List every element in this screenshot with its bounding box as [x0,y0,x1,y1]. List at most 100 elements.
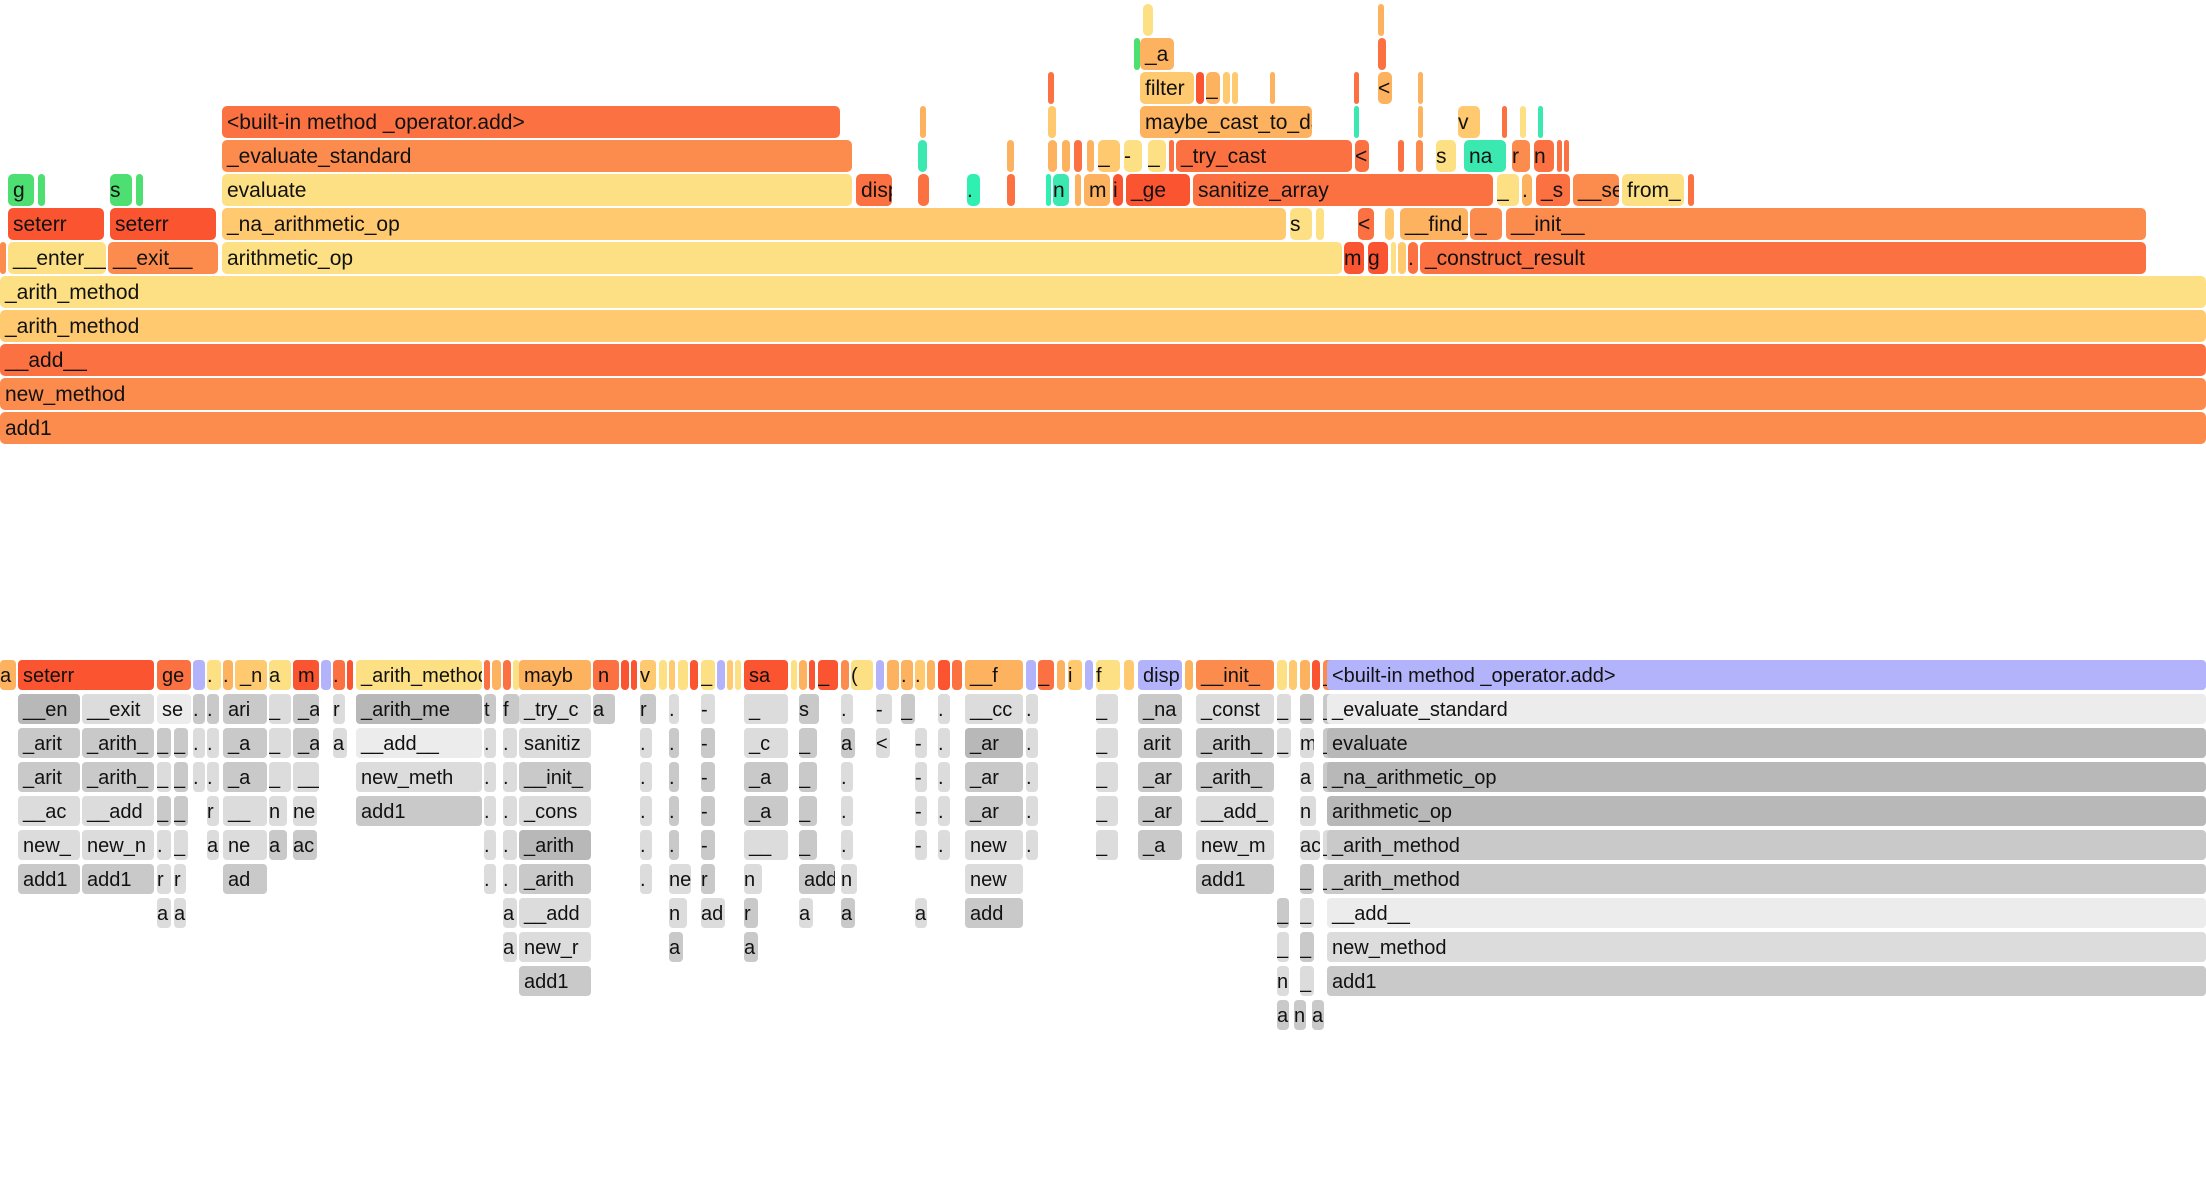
top-stack-frame[interactable]: n [1534,140,1554,172]
bottom-stack-frame[interactable] [513,660,519,690]
bottom-stack-frame[interactable]: _ [157,728,171,758]
bottom-stack-frame[interactable] [876,660,884,690]
bottom-stack-frame[interactable]: _ [1096,830,1118,860]
bottom-stack-frame[interactable]: a [157,898,171,928]
top-stack-frame[interactable]: _try_cast [1176,140,1352,172]
bottom-stack-frame[interactable]: _arit [18,762,80,792]
bottom-stack-frame[interactable]: . [841,830,853,860]
bottom-stack-frame[interactable]: - [915,728,927,758]
bottom-stack-frame[interactable]: _arith_ [1196,762,1274,792]
bottom-stack-frame[interactable]: add1 [82,864,154,894]
bottom-stack-frame[interactable]: new_meth [356,762,482,792]
bottom-stack-frame[interactable]: . [841,796,853,826]
bottom-stack-frame[interactable]: . [484,762,496,792]
bottom-stack-frame[interactable] [1057,660,1065,690]
bottom-stack-frame[interactable]: arithmetic_op [1327,796,2206,826]
bottom-stack-frame[interactable]: _ [799,762,817,792]
bottom-stack-frame[interactable]: __ [293,762,319,792]
bottom-stack-frame[interactable]: _ [799,728,817,758]
bottom-stack-frame[interactable]: _arith_method [1327,864,2206,894]
bottom-stack-frame[interactable]: __init_ [519,762,591,792]
bottom-stack-frame[interactable]: _ [818,660,838,690]
top-stack-frame[interactable]: < [1355,140,1369,172]
top-stack-frame[interactable]: s [1290,208,1312,240]
bottom-stack-frame[interactable]: n [1294,1000,1306,1030]
top-stack-frame[interactable]: _ [1206,72,1220,104]
bottom-stack-frame[interactable]: . [484,796,496,826]
bottom-stack-frame[interactable]: __ [744,830,788,860]
bottom-stack-frame[interactable]: . [640,864,652,894]
top-stack-frame[interactable]: arithmetic_op [222,242,1342,274]
top-stack-frame[interactable] [1087,140,1094,172]
bottom-stack-frame[interactable]: . [901,660,913,690]
bottom-stack-frame[interactable] [887,660,899,690]
bottom-stack-frame[interactable]: _ [157,796,171,826]
top-stack-frame[interactable]: . [967,174,980,206]
bottom-stack-frame[interactable]: - [915,830,927,860]
bottom-stack-frame[interactable]: _arith_me [356,694,482,724]
top-stack-frame[interactable]: __find_common_type [1400,208,1468,240]
bottom-stack-frame[interactable]: . [157,830,171,860]
bottom-stack-frame[interactable]: t [484,694,496,724]
bottom-stack-frame[interactable]: evaluate [1327,728,2206,758]
bottom-stack-frame[interactable]: _ [174,728,188,758]
bottom-stack-frame[interactable]: a [269,660,291,690]
bottom-stack-frame[interactable]: __add [519,898,591,928]
bottom-stack-frame[interactable]: - [876,694,892,724]
bottom-stack-frame[interactable]: . [503,830,517,860]
bottom-stack-frame[interactable]: _arith_method [356,660,482,690]
bottom-stack-frame[interactable]: . [484,864,496,894]
bottom-stack-frame[interactable] [717,660,725,690]
bottom-stack-frame[interactable]: . [1026,694,1038,724]
bottom-stack-frame[interactable]: _ [1277,728,1291,758]
bottom-stack-frame[interactable]: . [938,694,950,724]
bottom-stack-frame[interactable] [621,660,629,690]
top-stack-frame[interactable]: dispatch [856,174,892,206]
bottom-stack-frame[interactable]: . [640,830,652,860]
top-stack-frame[interactable]: m [1084,174,1110,206]
top-stack-frame[interactable]: . [1522,174,1532,206]
bottom-stack-frame[interactable]: . [207,762,219,792]
top-stack-frame[interactable] [1169,140,1174,172]
bottom-stack-frame[interactable]: . [207,728,219,758]
top-stack-frame[interactable] [918,174,929,206]
bottom-stack-frame[interactable]: add1 [1196,864,1274,894]
top-stack-frame[interactable] [136,174,143,206]
top-stack-frame[interactable] [1418,72,1423,104]
bottom-stack-frame[interactable]: _arith_method [1327,830,2206,860]
bottom-stack-frame[interactable]: _a [1138,830,1182,860]
bottom-stack-frame[interactable] [1277,660,1287,690]
bottom-stack-frame[interactable]: - [915,796,927,826]
bottom-stack-frame[interactable]: . [193,728,205,758]
top-stack-frame[interactable]: m [1344,242,1364,274]
bottom-stack-frame[interactable]: _na [1138,694,1182,724]
bottom-stack-frame[interactable]: a [1312,1000,1324,1030]
bottom-stack-frame[interactable]: _ar [1138,796,1182,826]
bottom-stack-frame[interactable]: _try_c [519,694,591,724]
top-stack-frame[interactable]: na [1464,140,1506,172]
bottom-stack-frame[interactable]: . [1026,830,1038,860]
top-stack-frame[interactable]: _ge [1126,174,1190,206]
bottom-stack-frame[interactable] [1300,660,1310,690]
bottom-stack-frame[interactable]: _ar [965,796,1023,826]
bottom-stack-frame[interactable]: _a [293,728,319,758]
top-stack-frame[interactable]: i [1113,174,1123,206]
bottom-stack-frame[interactable]: sanitiz [519,728,591,758]
bottom-stack-frame[interactable]: _ [1300,932,1314,962]
bottom-stack-frame[interactable]: _ [1096,796,1118,826]
bottom-stack-frame[interactable] [492,660,501,690]
bottom-stack-frame[interactable]: _ [901,694,915,724]
bottom-stack-frame[interactable]: new_r [519,932,591,962]
bottom-stack-frame[interactable]: r [157,864,171,894]
top-stack-frame[interactable] [0,242,6,274]
bottom-stack-frame[interactable]: r [701,864,715,894]
bottom-stack-frame[interactable]: m [293,660,319,690]
bottom-stack-frame[interactable]: _ [1277,932,1289,962]
bottom-stack-frame[interactable]: _ [174,830,188,860]
bottom-stack-frame[interactable]: _a [744,796,788,826]
bottom-stack-frame[interactable]: _ar [965,762,1023,792]
bottom-stack-frame[interactable]: _cons [519,796,591,826]
bottom-stack-frame[interactable]: . [938,796,950,826]
bottom-stack-frame[interactable]: r [333,694,345,724]
bottom-stack-frame[interactable]: __exit [82,694,154,724]
